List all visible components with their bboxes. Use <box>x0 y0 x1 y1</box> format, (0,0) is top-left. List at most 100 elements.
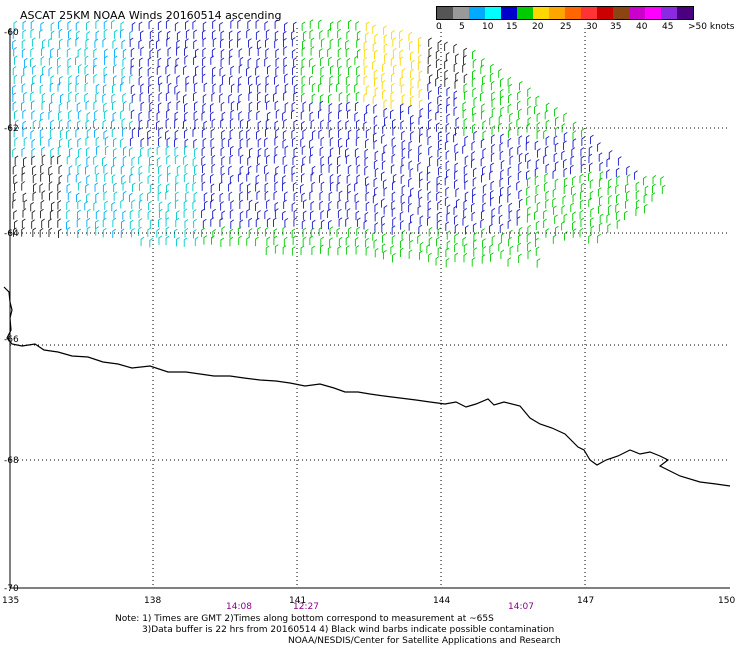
wind-barb <box>291 246 296 256</box>
wind-barb <box>41 100 46 111</box>
wind-barb <box>183 129 188 139</box>
wind-barb <box>283 46 288 56</box>
wind-barb <box>167 202 172 212</box>
wind-barb <box>606 157 611 167</box>
wind-barb <box>345 47 350 58</box>
wind-barb <box>139 92 144 102</box>
wind-barb <box>167 56 172 67</box>
wind-barb <box>599 195 603 206</box>
wind-barb <box>462 144 466 154</box>
wind-barb <box>408 140 413 151</box>
wind-barb <box>471 123 476 134</box>
wind-barb <box>203 120 208 131</box>
wind-barb <box>210 111 214 121</box>
wind-barb <box>265 172 270 182</box>
wind-barb <box>22 127 27 137</box>
wind-barb <box>104 136 109 146</box>
wind-barb <box>590 207 595 218</box>
wind-barb <box>525 141 530 151</box>
wind-barb <box>75 21 80 31</box>
wind-barb <box>356 217 361 227</box>
wind-barb <box>563 213 568 223</box>
wind-barb <box>113 209 118 219</box>
wind-barb <box>355 200 360 210</box>
wind-barb <box>21 74 25 84</box>
wind-barb <box>183 145 188 155</box>
wind-barb <box>111 201 116 212</box>
wind-barb <box>329 38 334 48</box>
wind-barb <box>356 48 361 59</box>
wind-barb <box>472 222 477 233</box>
wind-barb <box>597 187 602 197</box>
wind-barb <box>158 174 162 184</box>
wind-barb <box>102 156 106 166</box>
colorbar-label-5: 5 <box>459 22 465 32</box>
wind-barb <box>473 239 477 249</box>
wind-barb <box>579 228 584 238</box>
wind-barb <box>554 161 559 171</box>
wind-barb <box>527 87 531 97</box>
wind-barb <box>174 146 179 156</box>
wind-barb <box>302 210 307 220</box>
wind-barb <box>228 137 232 147</box>
wind-barb <box>201 146 206 157</box>
wind-barb <box>580 217 585 228</box>
wind-barb <box>93 118 97 129</box>
wind-barb <box>193 39 197 49</box>
wind-barb <box>345 154 350 164</box>
wind-barb <box>282 245 287 255</box>
wind-barb <box>320 163 325 174</box>
wind-barb <box>131 199 136 209</box>
wind-barb <box>147 67 152 77</box>
wind-barb <box>329 21 334 31</box>
wind-barb <box>363 121 368 131</box>
wind-barb <box>130 84 135 94</box>
wind-barb <box>14 137 19 147</box>
wind-barb <box>309 19 314 29</box>
wind-barb <box>301 163 305 173</box>
wind-barb <box>626 190 630 201</box>
wind-barb <box>30 129 35 140</box>
wind-barb <box>138 39 143 49</box>
wind-barb <box>626 174 631 184</box>
wind-barb <box>354 83 358 93</box>
wind-barb <box>526 123 531 133</box>
wind-barb <box>176 237 180 247</box>
wind-barb <box>382 249 387 260</box>
wind-barb <box>319 100 324 111</box>
wind-barb <box>22 109 27 119</box>
wind-barb <box>229 118 234 128</box>
wind-barb <box>41 146 45 156</box>
wind-barb <box>246 129 250 139</box>
wind-barb <box>283 56 288 67</box>
wind-barb <box>165 209 170 220</box>
wind-barb <box>472 167 477 178</box>
wind-barb <box>293 119 298 130</box>
wind-barb <box>482 148 487 158</box>
wind-barb <box>354 55 359 65</box>
wind-barb <box>302 128 307 139</box>
wind-barb <box>482 166 486 176</box>
wind-barb <box>274 208 279 218</box>
wind-barb <box>157 20 162 30</box>
wind-barb <box>498 214 503 225</box>
wind-barb <box>303 199 307 209</box>
wind-barb <box>525 134 530 145</box>
wind-barb <box>112 39 117 49</box>
wind-barb <box>148 19 153 30</box>
wind-barb <box>615 167 620 178</box>
wind-barb <box>302 227 307 237</box>
wind-barb <box>554 214 558 224</box>
wind-barb <box>401 130 405 140</box>
wind-barb <box>68 165 73 175</box>
wind-barb <box>40 136 44 146</box>
wind-barb <box>264 127 269 137</box>
wind-barb <box>499 150 504 161</box>
wind-barb <box>12 199 17 209</box>
wind-barb <box>373 177 378 187</box>
wind-barb <box>364 148 369 159</box>
colorbar-swatch-3 <box>485 7 501 19</box>
wind-barb <box>247 165 252 176</box>
wind-barb <box>329 174 334 184</box>
wind-barb <box>67 37 72 48</box>
